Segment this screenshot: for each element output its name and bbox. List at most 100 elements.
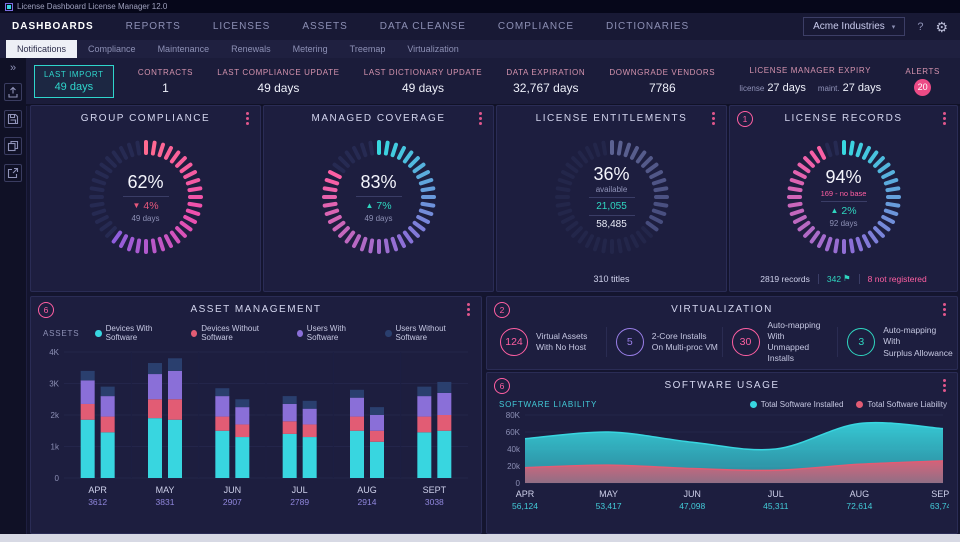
nav-dashboards[interactable]: DASHBOARDS [12, 21, 94, 32]
gauge-ring [88, 140, 203, 254]
card-menu-button[interactable] [462, 302, 474, 317]
svg-text:47,098: 47,098 [679, 501, 705, 511]
y-axis-label: ASSETS [43, 328, 80, 338]
card-menu-button[interactable] [474, 111, 486, 126]
svg-text:MAY: MAY [156, 485, 175, 495]
window-titlebar: License Dashboard License Manager 12.0 [0, 0, 960, 13]
nav-right: Acme Industries ▾ ? ⚙ [803, 17, 948, 36]
svg-text:45,311: 45,311 [763, 501, 789, 511]
gauge: 83% ▲ 7% 49 days [320, 138, 438, 256]
chart-legend: Devices With Software Devices Without So… [95, 324, 471, 342]
maint-days: 27 days [842, 82, 882, 94]
subtab-metering[interactable]: Metering [292, 44, 328, 54]
save-icon [7, 113, 19, 125]
horizontal-scrollbar[interactable] [0, 534, 960, 542]
svg-text:JUN: JUN [683, 489, 701, 499]
settings-gear-icon[interactable]: ⚙ [935, 18, 948, 35]
expand-rail-icon[interactable]: » [9, 62, 17, 74]
open-external-button[interactable] [4, 164, 22, 182]
window-title: License Dashboard License Manager 12.0 [17, 2, 168, 11]
svg-text:56,124: 56,124 [512, 501, 538, 511]
kpi-label: DATA EXPIRATION [506, 67, 586, 77]
svg-text:20k: 20k [507, 462, 521, 471]
dashboard-subnav: Notifications Compliance Maintenance Ren… [0, 40, 960, 58]
gauge: 62% ▼ 4% 49 days [87, 138, 205, 256]
stat-circle: 5 [615, 328, 644, 356]
kpi-data-expiration: DATA EXPIRATION 32,767 days [506, 68, 585, 95]
svg-text:SEPT: SEPT [931, 489, 949, 499]
card-menu-button[interactable] [938, 302, 950, 317]
card-title: LICENSE ENTITLEMENTS [535, 112, 688, 124]
nav-licenses[interactable]: LICENSES [212, 21, 271, 32]
card-header: 6 SOFTWARE USAGE [487, 373, 957, 397]
license-days: 27 days [767, 82, 806, 94]
maint-label: maint. [817, 84, 840, 93]
export-button[interactable] [4, 83, 22, 101]
card-header: MANAGED COVERAGE [264, 106, 493, 130]
card-alert-badge[interactable]: 1 [737, 111, 753, 127]
help-button[interactable]: ? [917, 20, 924, 33]
main-nav: DASHBOARDS REPORTS LICENSES ASSETS DATA … [0, 13, 960, 41]
card-menu-button[interactable] [938, 111, 950, 126]
subtab-virtualization[interactable]: Virtualization [407, 44, 459, 54]
tool-rail: » [0, 58, 27, 534]
svg-text:2914: 2914 [358, 497, 377, 507]
kpi-license-manager-expiry: LICENSE MANAGER EXPIRY license 27 days ma… [739, 66, 881, 96]
kpi-alerts: ALERTS 20 [905, 67, 940, 96]
kpi-value: 49 days [401, 80, 444, 95]
kpi-last-dictionary-update: LAST DICTIONARY UPDATE 49 days [364, 68, 482, 95]
chart-meta: ASSETS Devices With Software Devices Wit… [31, 321, 481, 342]
nav-reports[interactable]: REPORTS [125, 21, 181, 32]
gauge-delta: ▲ 7% [365, 200, 391, 212]
kpi-label: ALERTS [905, 66, 940, 76]
subtab-notifications[interactable]: Notifications [6, 40, 78, 58]
kpi-label: CONTRACTS [137, 67, 194, 77]
gauge-ring [554, 140, 669, 254]
legend-item: Total Software Installed [749, 400, 843, 409]
kpi-label: LAST DICTIONARY UPDATE [363, 67, 483, 77]
gauge-value: 83% [360, 171, 397, 192]
subtab-compliance[interactable]: Compliance [88, 44, 136, 54]
legend-dot [296, 329, 303, 337]
nav-dictionaries[interactable]: DICTIONARIES [606, 21, 690, 32]
legend-item: Devices Without Software [190, 324, 284, 342]
chart-meta: SOFTWARE LIABILITY Total Software Instal… [487, 397, 957, 409]
card-header: 1 LICENSE RECORDS [730, 106, 957, 130]
subtab-maintenance[interactable]: Maintenance [157, 44, 210, 54]
kpi-label: LAST IMPORT [44, 69, 104, 79]
svg-text:JUL: JUL [292, 485, 308, 495]
card-menu-button[interactable] [938, 378, 950, 393]
save-button[interactable] [4, 110, 22, 128]
legend-label: Users Without Software [395, 324, 446, 342]
legend-item: Devices With Software [95, 324, 178, 342]
subtab-treemap[interactable]: Treemap [349, 44, 386, 54]
kpi-strip: LAST IMPORT 49 days CONTRACTS 1 LAST COM… [26, 58, 960, 106]
card-header: LICENSE ENTITLEMENTS [497, 106, 726, 130]
account-selector[interactable]: Acme Industries ▾ [803, 17, 906, 36]
card-title: GROUP COMPLIANCE [80, 112, 211, 124]
chevron-down-icon: ▾ [891, 23, 896, 31]
legend-dot [190, 329, 198, 337]
copy-button[interactable] [4, 137, 22, 155]
nav-compliance[interactable]: COMPLIANCE [497, 21, 575, 32]
nav-assets[interactable]: ASSETS [302, 21, 348, 32]
titles-count: 310 titles [593, 274, 630, 284]
card-title: VIRTUALIZATION [671, 303, 773, 315]
nav-data-cleanse[interactable]: DATA CLEANSE [379, 21, 466, 32]
subtab-renewals[interactable]: Renewals [231, 44, 271, 54]
virtualization-stat: 3 Auto-mapping With Surplus Allowance [838, 325, 953, 358]
card-alert-badge[interactable]: 6 [494, 378, 510, 394]
gauge: 94% 169 - no base ▲ 2% 92 days [785, 138, 903, 256]
card-title: MANAGED COVERAGE [311, 112, 446, 124]
card-menu-button[interactable] [241, 111, 253, 126]
card-alert-badge[interactable]: 2 [494, 302, 510, 318]
card-menu-button[interactable] [707, 111, 719, 126]
gauge-value: 36% [593, 164, 630, 184]
kpi-contracts: CONTRACTS 1 [138, 68, 193, 95]
gauge-subtext: 92 days [829, 218, 858, 228]
upload-icon [8, 86, 18, 98]
svg-text:2k: 2k [51, 411, 60, 420]
alerts-count-badge[interactable]: 20 [914, 78, 932, 96]
legend-label: Total Software Liability [867, 400, 947, 409]
card-alert-badge[interactable]: 6 [38, 302, 54, 318]
